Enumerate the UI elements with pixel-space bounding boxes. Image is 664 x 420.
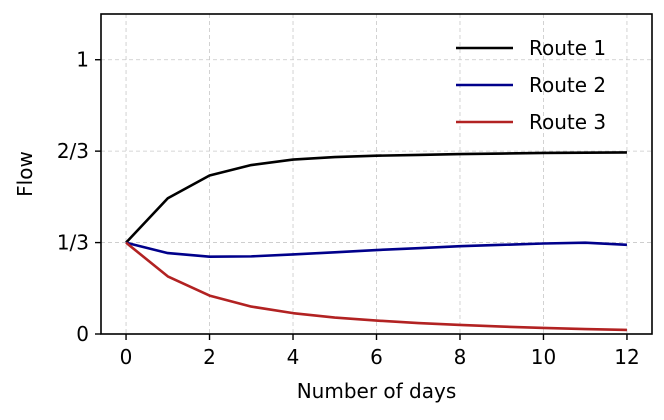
- x-tick-label: 2: [203, 345, 216, 369]
- y-axis-label: Flow: [13, 151, 37, 197]
- x-tick-label: 0: [120, 345, 133, 369]
- y-tick-label: 2/3: [57, 139, 89, 163]
- x-tick-label: 6: [370, 345, 383, 369]
- y-tick-label: 0: [76, 322, 89, 346]
- axis-ticks: [95, 59, 628, 340]
- tick-labels: 0 2 4 6 8 10 12 0 1/3 2/3 1: [57, 48, 640, 369]
- legend-label-route-3: Route 3: [529, 110, 606, 134]
- legend-label-route-2: Route 2: [529, 73, 606, 97]
- series-line-route-1: [125, 151, 627, 244]
- series-lines: [125, 151, 628, 332]
- x-tick-label: 4: [287, 345, 300, 369]
- x-axis-label: Number of days: [297, 379, 457, 403]
- series-line-route-3: [125, 241, 627, 332]
- x-tick-label: 8: [454, 345, 467, 369]
- x-tick-label: 10: [531, 345, 556, 369]
- y-tick-label: 1: [76, 48, 89, 72]
- legend: Route 1 Route 2 Route 3: [456, 36, 606, 134]
- x-tick-label: 12: [614, 345, 639, 369]
- y-tick-label: 1/3: [57, 231, 89, 255]
- legend-label-route-1: Route 1: [529, 36, 606, 60]
- series-line-route-2: [125, 241, 628, 258]
